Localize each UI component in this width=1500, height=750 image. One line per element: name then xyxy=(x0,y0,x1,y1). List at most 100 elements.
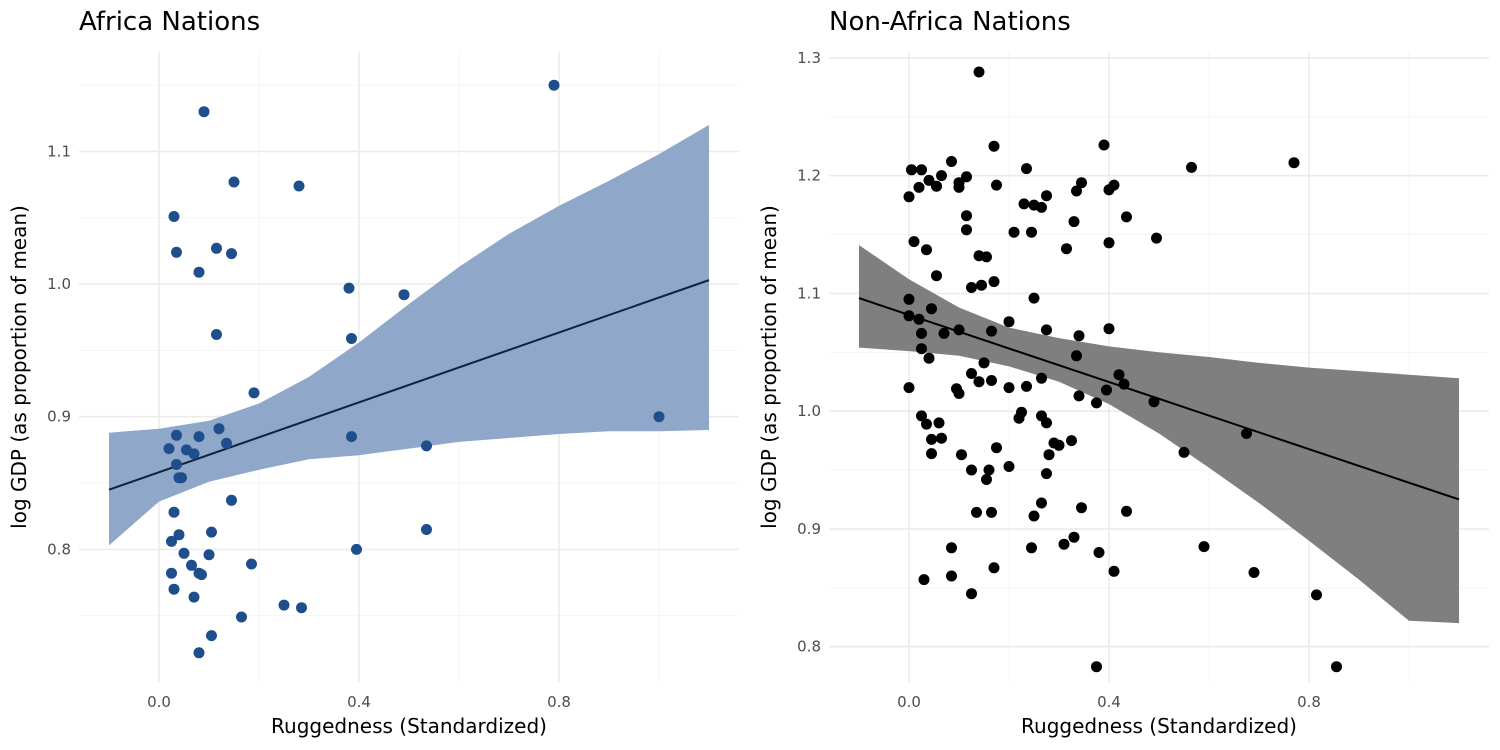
data-point xyxy=(168,211,180,222)
data-point xyxy=(1043,449,1055,461)
data-point xyxy=(921,418,932,430)
y-axis-label: log GDP (as proportion of mean) xyxy=(7,205,31,529)
data-point xyxy=(206,526,217,538)
data-point xyxy=(966,588,977,600)
data-point xyxy=(1091,397,1102,409)
data-point xyxy=(196,569,207,581)
data-point xyxy=(1041,324,1052,336)
data-point xyxy=(1041,468,1052,480)
data-point xyxy=(188,448,200,460)
data-point xyxy=(981,251,992,263)
data-point xyxy=(1198,541,1210,553)
data-point xyxy=(421,440,432,452)
data-point xyxy=(988,562,1000,574)
data-point xyxy=(946,156,957,167)
data-point xyxy=(906,164,917,176)
data-point xyxy=(1026,226,1037,238)
data-point xyxy=(981,474,992,485)
data-point xyxy=(1028,510,1040,522)
y-tick-label: 0.9 xyxy=(47,408,71,426)
y-axis-label: log GDP (as proportion of mean) xyxy=(757,205,781,529)
data-point xyxy=(923,174,935,186)
data-point xyxy=(1021,380,1032,392)
data-point xyxy=(931,270,942,282)
y-tick-label: 1.1 xyxy=(797,284,821,302)
data-point xyxy=(1036,497,1047,509)
data-point xyxy=(953,388,965,399)
data-point xyxy=(913,181,925,193)
data-point xyxy=(653,411,665,423)
data-point xyxy=(1121,505,1132,517)
data-point xyxy=(1068,531,1080,543)
data-point xyxy=(926,448,937,460)
data-point xyxy=(193,647,205,659)
data-point xyxy=(916,164,927,176)
data-point xyxy=(1061,243,1072,255)
data-point xyxy=(983,464,995,476)
x-axis-label: Ruggedness (Standardized) xyxy=(271,714,547,738)
data-point xyxy=(1241,428,1252,439)
data-point xyxy=(178,547,190,559)
data-point xyxy=(988,276,1000,288)
x-tick-label: 0.0 xyxy=(147,693,171,711)
data-point xyxy=(171,246,182,258)
data-point xyxy=(293,180,305,192)
data-point xyxy=(1108,179,1120,191)
data-point xyxy=(351,543,362,555)
y-tick-label: 0.8 xyxy=(47,540,71,558)
data-point xyxy=(173,529,185,541)
data-point xyxy=(1053,439,1065,451)
data-point xyxy=(956,449,967,461)
data-point xyxy=(971,506,982,518)
data-point xyxy=(236,611,247,623)
africa-panel: 0.0 0.4 0.8 0.8 0.9 1.0 1.1 Africa Nations Rugge… xyxy=(7,7,739,738)
data-point xyxy=(398,289,410,301)
data-point xyxy=(171,459,182,470)
data-point xyxy=(1113,369,1125,381)
chart-title: Africa Nations xyxy=(79,7,260,37)
data-point xyxy=(186,559,197,571)
data-point xyxy=(421,524,432,535)
data-point xyxy=(213,423,225,435)
data-point xyxy=(221,437,232,449)
x-tick-label: 0.4 xyxy=(347,693,371,711)
data-point xyxy=(1076,502,1087,514)
data-point xyxy=(176,472,187,484)
data-point xyxy=(1021,163,1032,175)
data-point xyxy=(1066,435,1077,447)
data-point xyxy=(248,387,260,399)
y-tick-label: 1.0 xyxy=(47,275,71,293)
data-point xyxy=(986,506,997,518)
data-point xyxy=(1108,565,1120,577)
data-point xyxy=(1288,157,1300,169)
data-point xyxy=(1071,350,1082,362)
data-point xyxy=(916,410,927,422)
data-point xyxy=(926,303,937,315)
data-point xyxy=(246,558,257,570)
data-point xyxy=(346,333,357,344)
data-point xyxy=(1248,567,1260,578)
data-point xyxy=(923,352,935,364)
data-point xyxy=(1071,185,1082,197)
data-point xyxy=(1073,390,1085,402)
data-point xyxy=(936,170,947,182)
data-point xyxy=(953,181,965,193)
data-point xyxy=(1036,372,1047,384)
data-point xyxy=(211,329,222,340)
data-point xyxy=(166,535,177,547)
data-point xyxy=(1003,461,1015,472)
data-point xyxy=(168,583,180,595)
data-point xyxy=(296,602,307,614)
data-point xyxy=(1026,542,1037,554)
data-point xyxy=(903,382,915,394)
data-point xyxy=(973,66,985,78)
data-point xyxy=(1331,661,1342,673)
data-point xyxy=(961,224,972,236)
data-point xyxy=(171,429,182,441)
data-point xyxy=(986,375,997,386)
data-point xyxy=(976,279,987,291)
data-point xyxy=(1018,198,1030,210)
data-point xyxy=(193,431,205,443)
data-point xyxy=(166,567,177,579)
confidence-band xyxy=(109,124,709,546)
